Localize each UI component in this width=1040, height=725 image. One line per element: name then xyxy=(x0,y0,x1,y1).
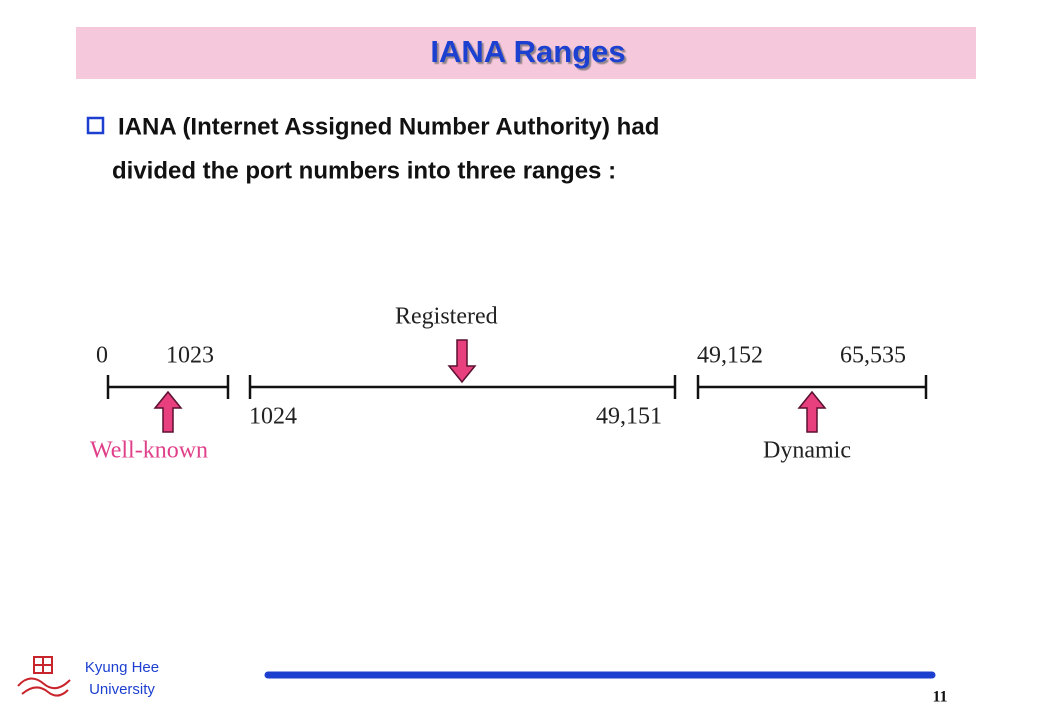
range-name: Dynamic xyxy=(763,438,851,464)
range-start: 49,152 xyxy=(697,343,763,369)
range-end-label: 1023 xyxy=(166,343,214,369)
range-name: Registered xyxy=(395,304,498,330)
institution: University xyxy=(89,681,155,698)
university-logo xyxy=(17,656,71,697)
title-bar xyxy=(76,27,976,79)
bullet-text: IANA (Internet Assigned Number Authority… xyxy=(118,113,659,140)
range-end-label: 65,535 xyxy=(840,343,906,369)
bullet-icon xyxy=(86,116,105,135)
range-start: 0 xyxy=(96,343,108,369)
arrow-up xyxy=(797,390,827,433)
number-line xyxy=(106,375,928,399)
range-start: 1024 xyxy=(249,404,297,430)
slide-title: IANA Ranges xyxy=(430,34,625,69)
bullet-text: divided the port numbers into three rang… xyxy=(112,157,616,184)
range-end-label: 49,151 xyxy=(596,404,662,430)
institution: Kyung Hee xyxy=(85,659,159,676)
page-number: 11 xyxy=(932,689,947,706)
arrow-up xyxy=(153,390,183,433)
range-name: Well-known xyxy=(90,438,208,464)
arrow-down xyxy=(447,339,477,384)
